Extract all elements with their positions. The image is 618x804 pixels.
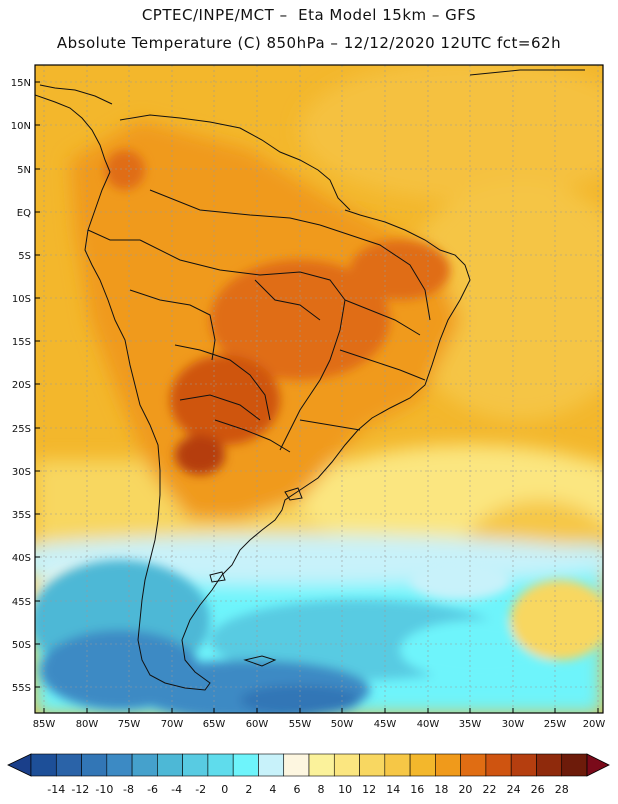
colorbar-label: -10 (95, 783, 113, 796)
lon-label: 50W (331, 719, 354, 730)
temperature-field (35, 65, 603, 713)
colorbar-underflow-triangle (7, 753, 32, 777)
colorbar-label: 26 (531, 783, 545, 796)
colorbar-label: 16 (410, 783, 424, 796)
colorbar-label: 28 (555, 783, 569, 796)
lon-label: 85W (33, 719, 56, 730)
lon-label: 60W (246, 719, 269, 730)
map-title-line-2: Absolute Temperature (C) 850hPa – 12/12/… (56, 34, 562, 52)
axis-ticks (35, 81, 599, 713)
map-frame (34, 64, 604, 714)
colorbar-swatch (460, 753, 487, 777)
colorbar-label: -6 (147, 783, 158, 796)
latitude-labels: 15N 10N 5N EQ 5S 10S 15S 20S 25S 30S 35S… (11, 78, 31, 694)
graticule (35, 65, 603, 713)
longitude-labels: 85W 80W 75W 70W 65W 60W 55W 50W 45W 40W … (33, 719, 606, 730)
lat-label: EQ (17, 208, 31, 219)
lon-label: 65W (203, 719, 226, 730)
lat-label: 55S (12, 683, 31, 694)
colorbar-swatch (207, 753, 234, 777)
colorbar-swatch (258, 753, 285, 777)
colorbar-label: -14 (47, 783, 65, 796)
colorbar-label: 20 (458, 783, 472, 796)
lat-label: 5S (18, 251, 31, 262)
colorbar-swatch (30, 753, 57, 777)
colorbar-label: 0 (221, 783, 228, 796)
colorbar-label: -12 (71, 783, 89, 796)
lat-label: 20S (12, 380, 31, 391)
lon-label: 55W (289, 719, 312, 730)
colorbar-swatch (81, 753, 108, 777)
lon-label: 20W (583, 719, 606, 730)
colorbar-swatch (131, 753, 158, 777)
colorbar-swatch (232, 753, 259, 777)
lat-label: 50S (12, 640, 31, 651)
colorbar-swatch (536, 753, 563, 777)
lat-label: 10N (11, 121, 31, 132)
colorbar-label: 8 (318, 783, 325, 796)
colorbar-label: 4 (269, 783, 276, 796)
lat-label: 15N (11, 78, 31, 89)
lon-label: 30W (502, 719, 525, 730)
colorbar-swatch (409, 753, 436, 777)
lon-label: 45W (374, 719, 397, 730)
colorbar-label: 6 (293, 783, 300, 796)
colorbar-swatch (55, 753, 82, 777)
colorbar-swatch (308, 753, 335, 777)
lat-label: 5N (17, 165, 31, 176)
colorbar-label: -8 (123, 783, 134, 796)
lon-label: 80W (76, 719, 99, 730)
colorbar-label: 24 (507, 783, 521, 796)
lat-label: 30S (12, 467, 31, 478)
colorbar-swatch (106, 753, 133, 777)
lon-label: 25W (544, 719, 567, 730)
lat-label: 10S (12, 294, 31, 305)
lat-label: 45S (12, 597, 31, 608)
lon-label: 70W (161, 719, 184, 730)
colorbar-swatch (359, 753, 386, 777)
colorbar-swatch (510, 753, 537, 777)
colorbar-label: 14 (386, 783, 400, 796)
lat-label: 25S (12, 424, 31, 435)
coastlines (35, 69, 585, 691)
lat-label: 35S (12, 510, 31, 521)
colorbar-swatch (182, 753, 209, 777)
colorbar-swatch (561, 753, 588, 777)
lat-label: 15S (12, 337, 31, 348)
colorbar-swatch (333, 753, 360, 777)
colorbar-label: 22 (483, 783, 497, 796)
colorbar-swatch (157, 753, 183, 777)
lat-label: 40S (12, 553, 31, 564)
map-title-line-1: CPTEC/INPE/MCT – Eta Model 15km – GFS (141, 6, 477, 24)
colorbar-swatch (485, 753, 512, 777)
colorbar-swatch (283, 753, 310, 777)
colorbar-swatch (435, 753, 461, 777)
lon-label: 35W (459, 719, 482, 730)
colorbar-label: -4 (171, 783, 182, 796)
colorbar-label: -2 (195, 783, 206, 796)
colorbar: -14 -12 -10 -8 -6 -4 -2 0 2 4 6 8 10 12 14 16 18 20 22 24 26… (7, 753, 610, 796)
colorbar-label: 12 (362, 783, 376, 796)
colorbar-swatch (384, 753, 411, 777)
colorbar-label: 10 (338, 783, 352, 796)
colorbar-overflow-triangle (586, 753, 610, 777)
lon-label: 40W (417, 719, 440, 730)
lon-label: 75W (118, 719, 141, 730)
colorbar-label: 2 (245, 783, 252, 796)
colorbar-label: 18 (434, 783, 448, 796)
